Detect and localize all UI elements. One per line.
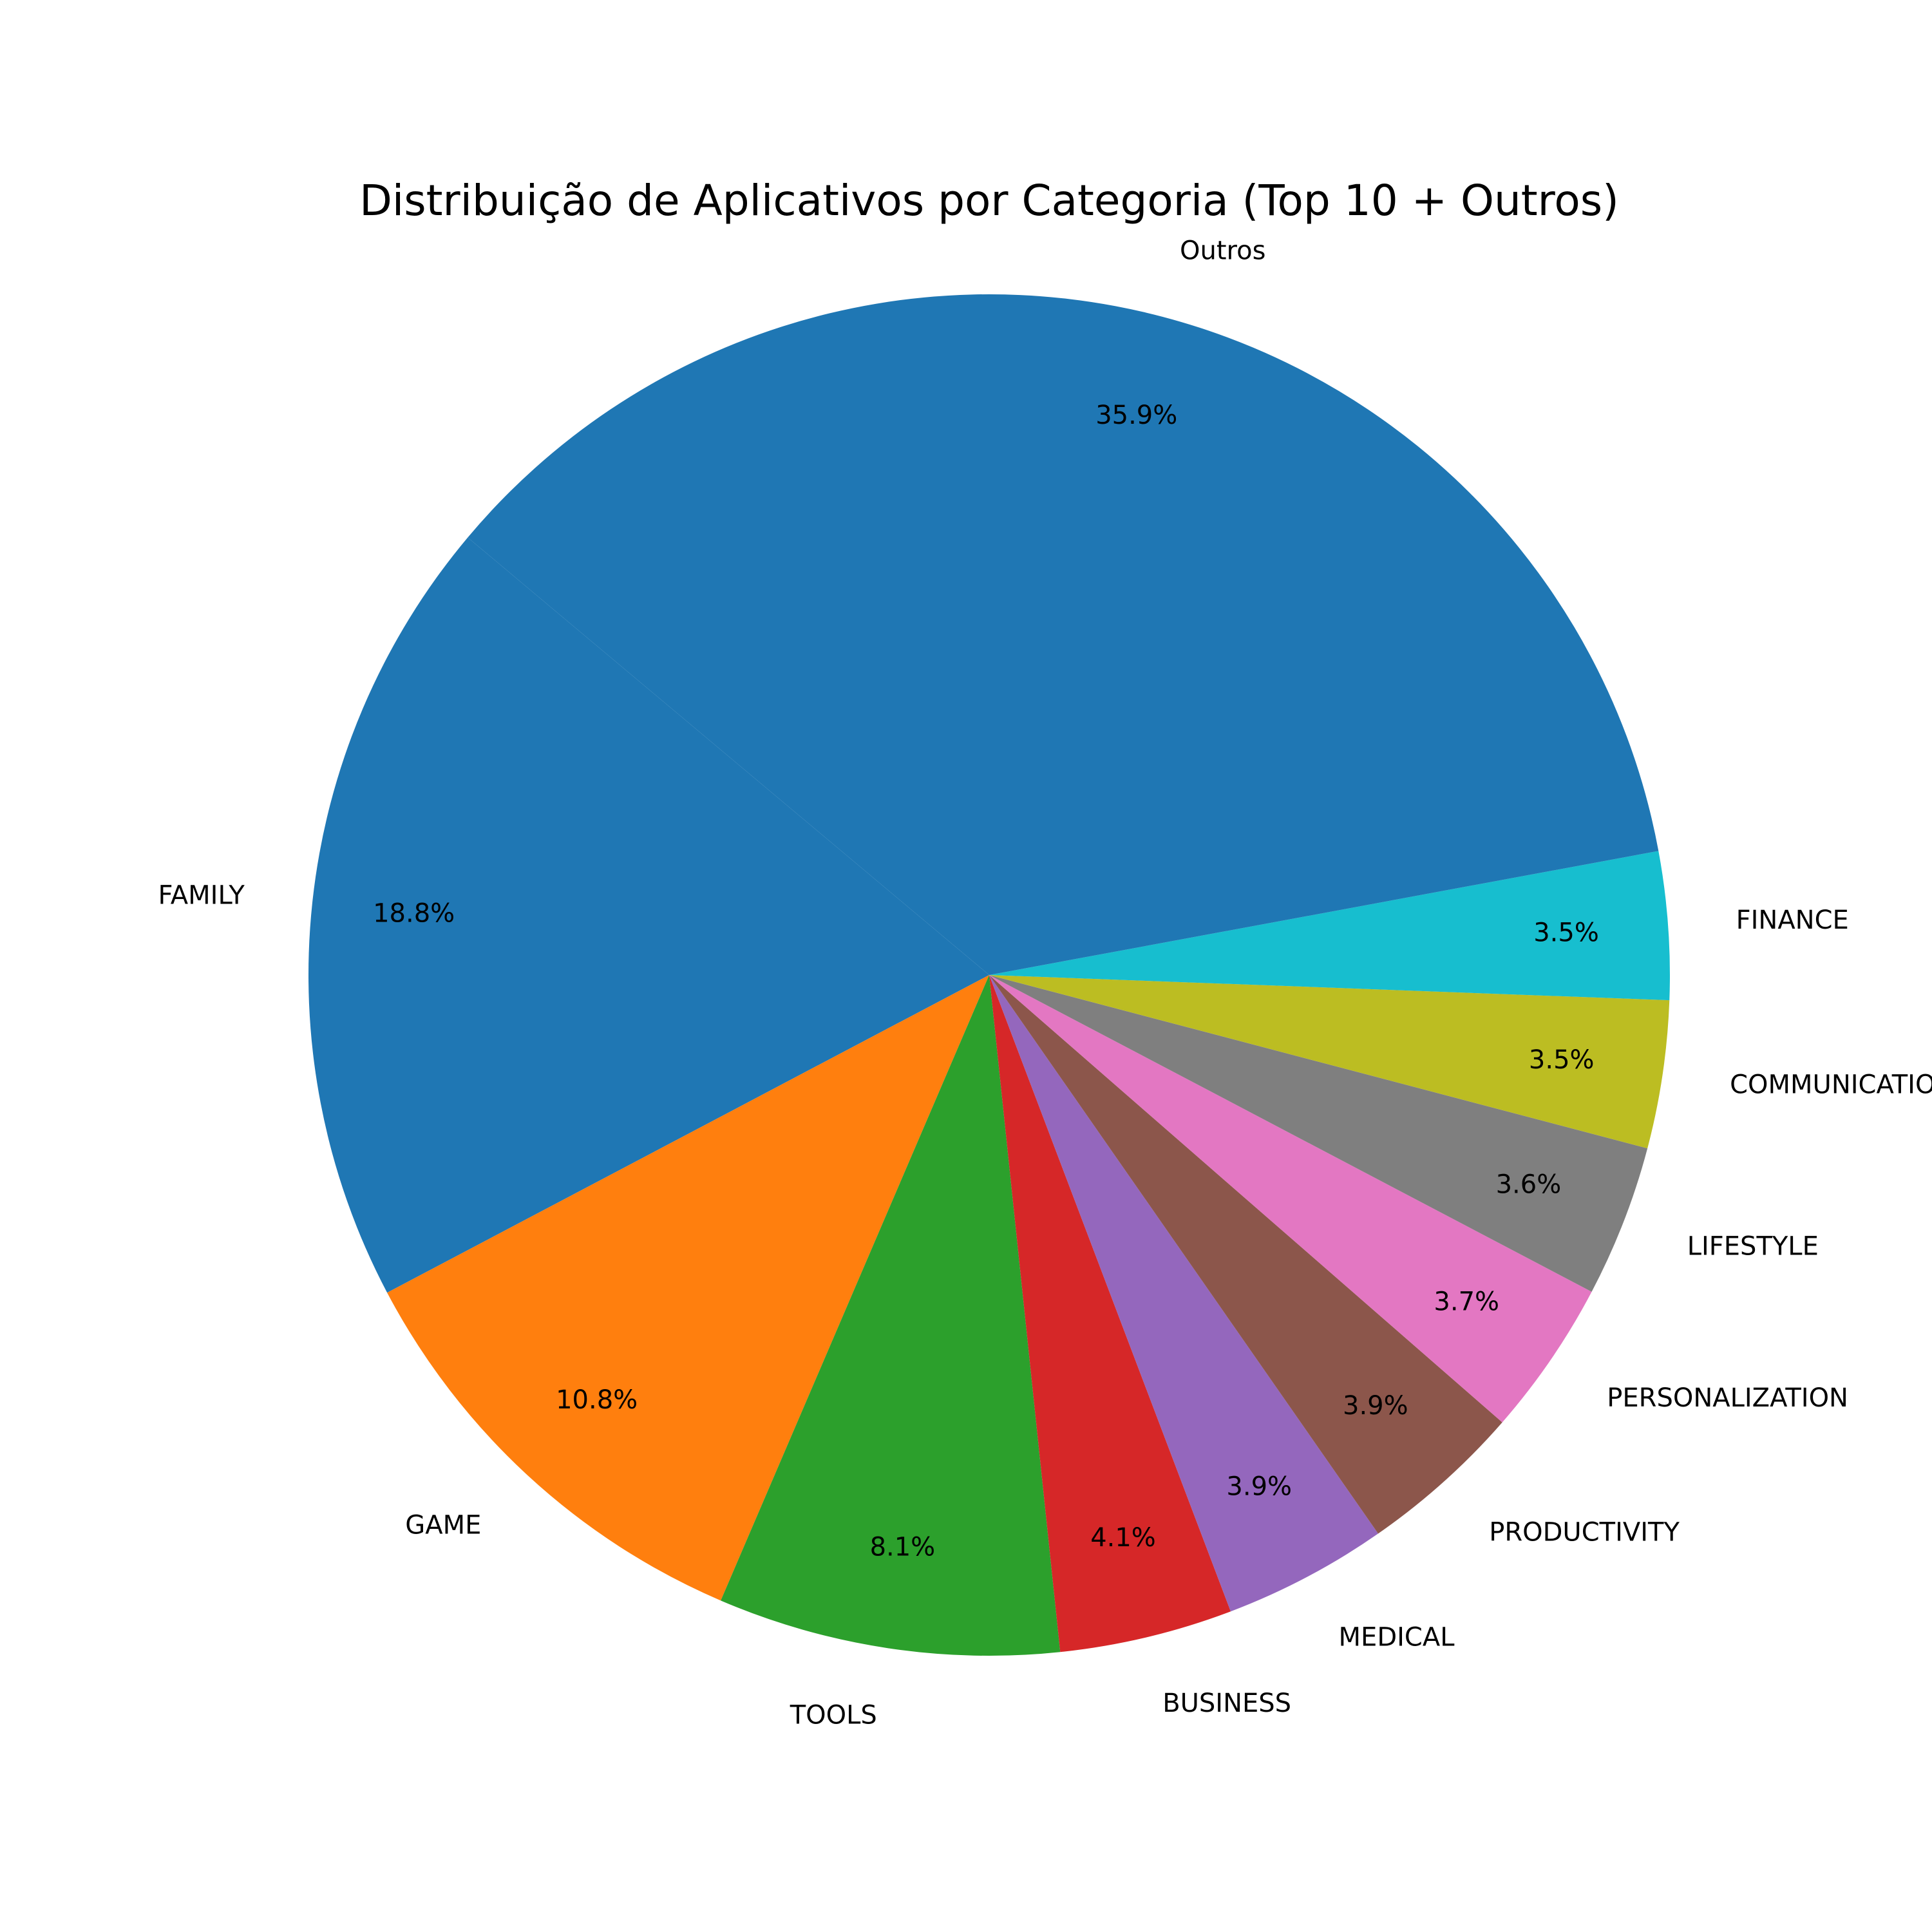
category-label-personalization: PERSONALIZATION <box>1607 1383 1848 1413</box>
percent-label-tools: 8.1% <box>870 1532 936 1562</box>
pie-slice-business <box>989 975 1231 1653</box>
category-label-productivity: PRODUCTIVITY <box>1489 1518 1680 1548</box>
pie-slice-medical <box>989 975 1378 1612</box>
category-label-business: BUSINESS <box>1162 1689 1291 1718</box>
percent-label-business: 4.1% <box>1090 1523 1156 1553</box>
pie-slices <box>308 294 1671 1656</box>
pie-slice-personalization <box>989 975 1592 1423</box>
pie-slice-productivity <box>989 975 1502 1534</box>
category-label-tools: TOOLS <box>790 1701 877 1730</box>
chart-title: Distribuição de Aplicativos por Categori… <box>359 176 1619 225</box>
percent-label-productivity: 3.9% <box>1343 1391 1408 1421</box>
pie-slice-finance <box>989 851 1671 1001</box>
pie-slice-game <box>387 975 989 1601</box>
pie-slice-communication <box>989 975 1670 1149</box>
category-label-finance: FINANCE <box>1736 905 1849 935</box>
category-label-game: GAME <box>405 1510 481 1540</box>
percent-label-game: 10.8% <box>556 1385 638 1415</box>
pie-slice-family <box>308 537 989 1293</box>
percent-label-outros: 35.9% <box>1095 401 1177 430</box>
category-label-outros: Outros <box>1180 236 1265 266</box>
pie-labels: FAMILY 18.8% GAME 10.8% TOOLS 8.1% BUSINESS 4.1… <box>158 236 1932 1730</box>
pie-slice-tools <box>721 975 1061 1656</box>
percent-label-finance: 3.5% <box>1533 918 1599 947</box>
pie-slice-outros <box>468 294 1659 976</box>
category-label-communication: COMMUNICATION <box>1730 1070 1932 1100</box>
category-label-family: FAMILY <box>158 881 245 911</box>
percent-label-communication: 3.5% <box>1529 1045 1595 1075</box>
category-label-medical: MEDICAL <box>1339 1622 1455 1652</box>
category-label-lifestyle: LIFESTYLE <box>1687 1231 1819 1261</box>
percent-label-personalization: 3.7% <box>1434 1287 1499 1317</box>
pie-slice-lifestyle <box>989 975 1648 1292</box>
percent-label-medical: 3.9% <box>1226 1472 1292 1502</box>
percent-label-family: 18.8% <box>373 899 455 929</box>
percent-label-lifestyle: 3.6% <box>1496 1170 1562 1200</box>
